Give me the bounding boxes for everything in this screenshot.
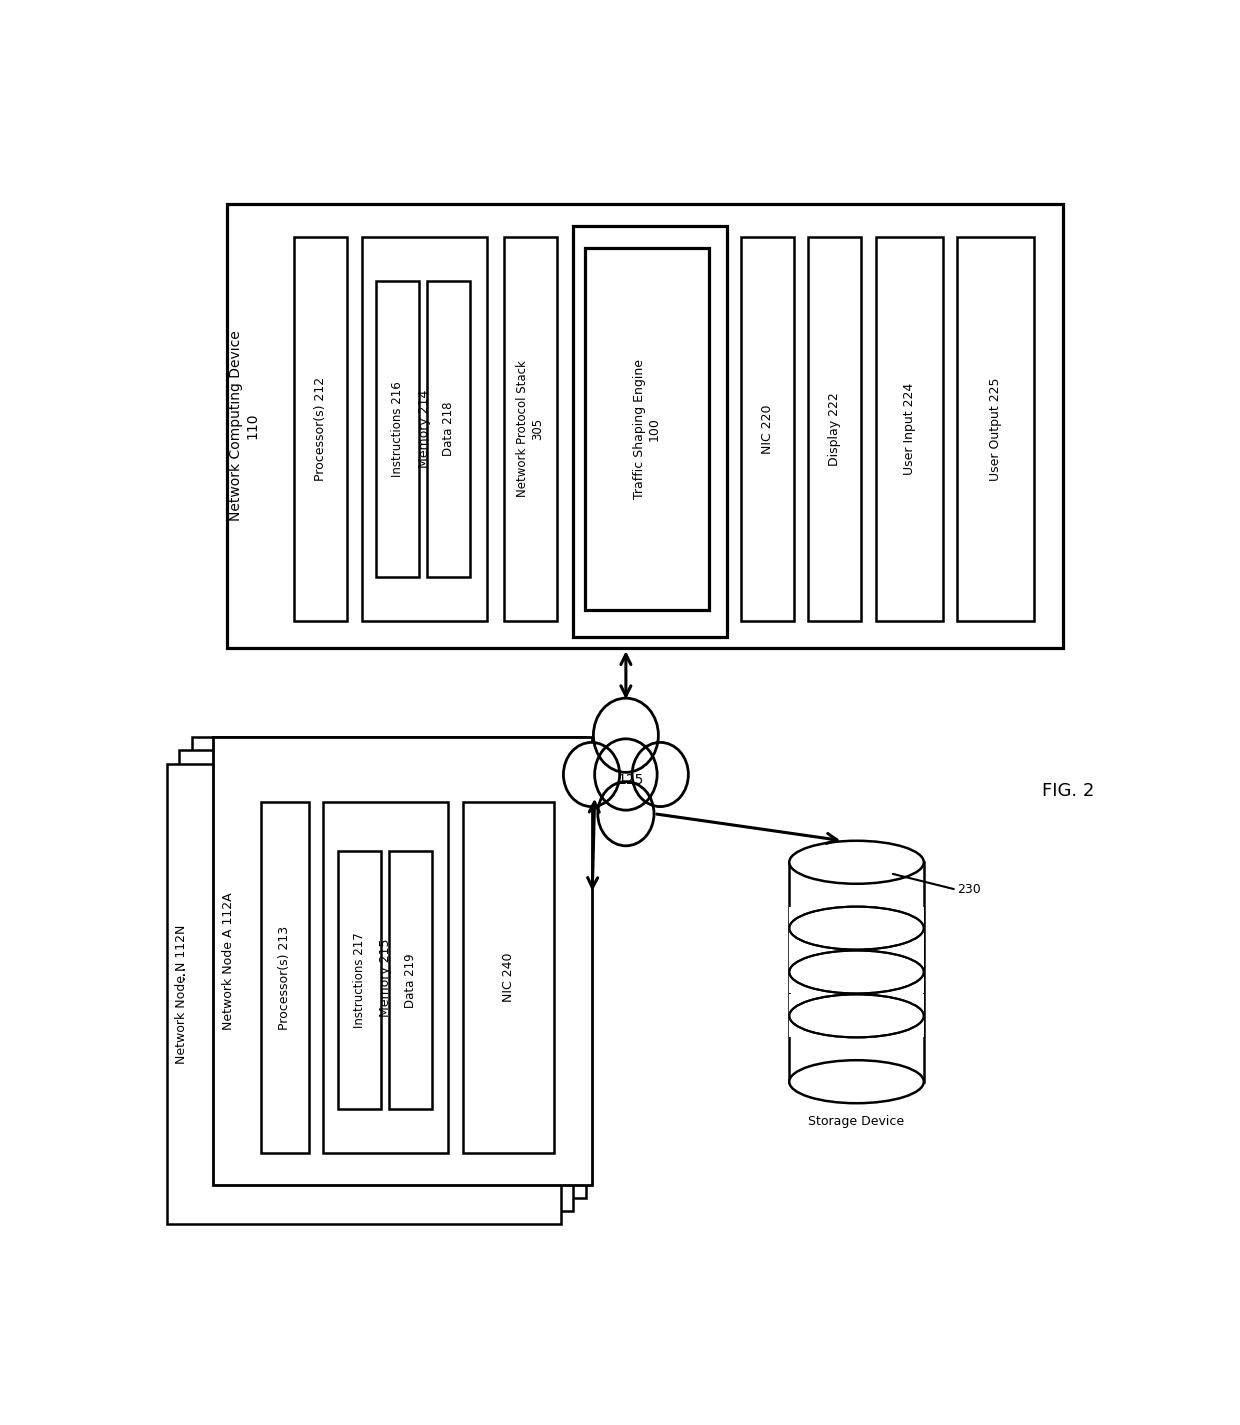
Text: User Output 225: User Output 225 [990,378,1002,480]
Text: Instructions 217: Instructions 217 [352,932,366,1027]
Circle shape [594,698,658,772]
Bar [463,802,554,1153]
Bar [808,237,862,621]
Text: 230: 230 [957,884,981,896]
Text: Network Node A 112A: Network Node A 112A [222,892,234,1030]
Text: Network Protocol Stack
305: Network Protocol Stack 305 [516,361,544,497]
Text: NIC 220: NIC 220 [761,405,774,453]
Text: Storage Device: Storage Device [808,1114,905,1127]
Text: Data 219: Data 219 [404,953,417,1007]
Text: FIG. 2: FIG. 2 [1042,782,1094,799]
Bar [376,281,419,577]
Text: Display 222: Display 222 [828,392,842,466]
Text: Memory 215: Memory 215 [379,938,392,1016]
Text: User Input 224: User Input 224 [903,383,916,475]
Bar [227,204,1063,648]
Bar [179,751,573,1211]
Bar [875,237,944,621]
Text: Network Node N 112N: Network Node N 112N [175,925,188,1063]
Circle shape [632,742,688,807]
Bar [789,862,924,1082]
Text: NIC 240: NIC 240 [502,953,515,1002]
Bar [789,1015,925,1017]
Ellipse shape [789,841,924,884]
Circle shape [563,742,620,807]
Text: Processor(s) 213: Processor(s) 213 [278,925,291,1029]
Text: Data 218: Data 218 [443,402,455,456]
Bar [789,970,925,973]
Bar [742,237,794,621]
Text: Memory 214: Memory 214 [418,389,430,467]
Text: Traffic Shaping Engine
100: Traffic Shaping Engine 100 [634,359,661,499]
Bar [789,928,925,929]
Text: ...: ... [170,965,188,980]
Bar [166,764,560,1224]
Text: Instructions 216: Instructions 216 [391,380,404,477]
Text: Processor(s) 212: Processor(s) 212 [314,376,327,480]
Bar [573,227,727,637]
Bar [260,802,309,1153]
Bar [427,281,470,577]
Bar [213,737,593,1184]
Circle shape [595,738,657,811]
Bar [362,237,486,621]
Bar [957,237,1034,621]
Text: Network Computing Device
110: Network Computing Device 110 [229,331,259,522]
Bar [191,737,585,1198]
Bar [789,906,924,949]
Bar [503,237,557,621]
Bar [584,248,709,610]
Bar [294,237,347,621]
Bar [789,950,924,993]
Bar [789,995,924,1037]
Bar [388,851,432,1109]
Text: 125: 125 [618,772,644,787]
Circle shape [598,782,653,846]
Bar [337,851,381,1109]
Ellipse shape [789,1060,924,1103]
Bar [324,802,448,1153]
